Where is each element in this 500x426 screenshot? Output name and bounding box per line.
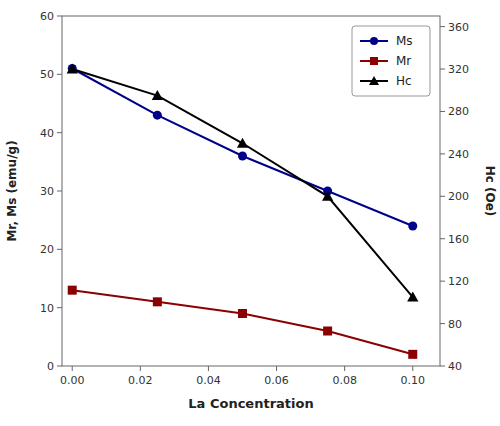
x-tick (140, 366, 141, 371)
y2-tick (440, 323, 445, 324)
legend-box (352, 26, 430, 96)
series-marker (407, 291, 418, 301)
y2-tick-label: 360 (448, 21, 469, 34)
y-tick (57, 16, 62, 17)
plot-data (67, 63, 419, 358)
x-tick (276, 366, 277, 371)
legend-marker (369, 76, 379, 85)
y2-tick-label: 120 (448, 275, 469, 288)
y2-tick (440, 281, 445, 282)
legend: Ms Mr Hc (352, 26, 430, 96)
series-marker (67, 63, 78, 73)
y2-tick-label: 40 (448, 360, 462, 373)
y2-tick (440, 153, 445, 154)
series-marker (68, 286, 77, 295)
series-marker (408, 350, 417, 359)
y2-tick (440, 196, 445, 197)
y-tick (57, 191, 62, 192)
series-marker (238, 309, 247, 318)
y-tick (57, 132, 62, 133)
chart-container: 0.00 0.02 0.04 0.06 0.08 0.10 0 10 20 30 40 50 60 40 8… (0, 0, 500, 426)
legend-label: Mr (396, 54, 411, 68)
y-tick-label: 10 (40, 302, 54, 315)
y2-tick-label: 200 (448, 190, 469, 203)
y-axis-title: Mr, Ms (emu/g) (5, 140, 19, 241)
y2-tick (440, 238, 445, 239)
y-tick-label: 60 (40, 10, 54, 23)
series-line (72, 290, 413, 354)
x-tick (412, 366, 413, 371)
y2-tick (440, 366, 445, 367)
y2-tick (440, 26, 445, 27)
y2-tick (440, 69, 445, 70)
y-tick-label: 20 (40, 243, 54, 256)
x-tick-label: 0.02 (128, 374, 153, 387)
y-tick-label: 0 (47, 360, 54, 373)
x-tick-label: 0.06 (264, 374, 289, 387)
legend-marker (370, 37, 378, 45)
y2-tick-label: 280 (448, 105, 469, 118)
plot-frame (62, 16, 440, 366)
chart-svg: 0.00 0.02 0.04 0.06 0.08 0.10 0 10 20 30 40 50 60 40 8… (0, 0, 500, 426)
x-tick-label: 0.08 (332, 374, 357, 387)
y2-tick-label: 80 (448, 318, 462, 331)
series-marker (237, 138, 248, 148)
y-tick-label: 40 (40, 127, 54, 140)
series-marker (153, 297, 162, 306)
y-tick (57, 366, 62, 367)
legend-label: Ms (396, 34, 413, 48)
y-tick (57, 249, 62, 250)
x-tick (344, 366, 345, 371)
x-axis-title: La Concentration (188, 396, 313, 411)
y-tick (57, 74, 62, 75)
series-marker (152, 90, 163, 100)
x-tick (72, 366, 73, 371)
series-marker (408, 222, 417, 231)
y2-tick (440, 111, 445, 112)
series-marker (153, 111, 162, 120)
y-tick (57, 307, 62, 308)
legend-marker (370, 57, 378, 65)
x-tick-label: 0.10 (401, 374, 426, 387)
x-tick-label: 0.00 (60, 374, 85, 387)
y2-tick-label: 320 (448, 63, 469, 76)
series-line (72, 69, 413, 297)
legend-label: Hc (396, 74, 412, 88)
series-marker (238, 152, 247, 161)
series-marker (323, 327, 332, 336)
x-tick-label: 0.04 (196, 374, 221, 387)
series-marker (322, 191, 333, 201)
y2-axis-title: Hc (Oe) (483, 166, 497, 217)
x-tick (208, 366, 209, 371)
y2-tick-label: 160 (448, 233, 469, 246)
y-tick-label: 30 (40, 185, 54, 198)
y-tick-label: 50 (40, 68, 54, 81)
y2-tick-label: 240 (448, 148, 469, 161)
